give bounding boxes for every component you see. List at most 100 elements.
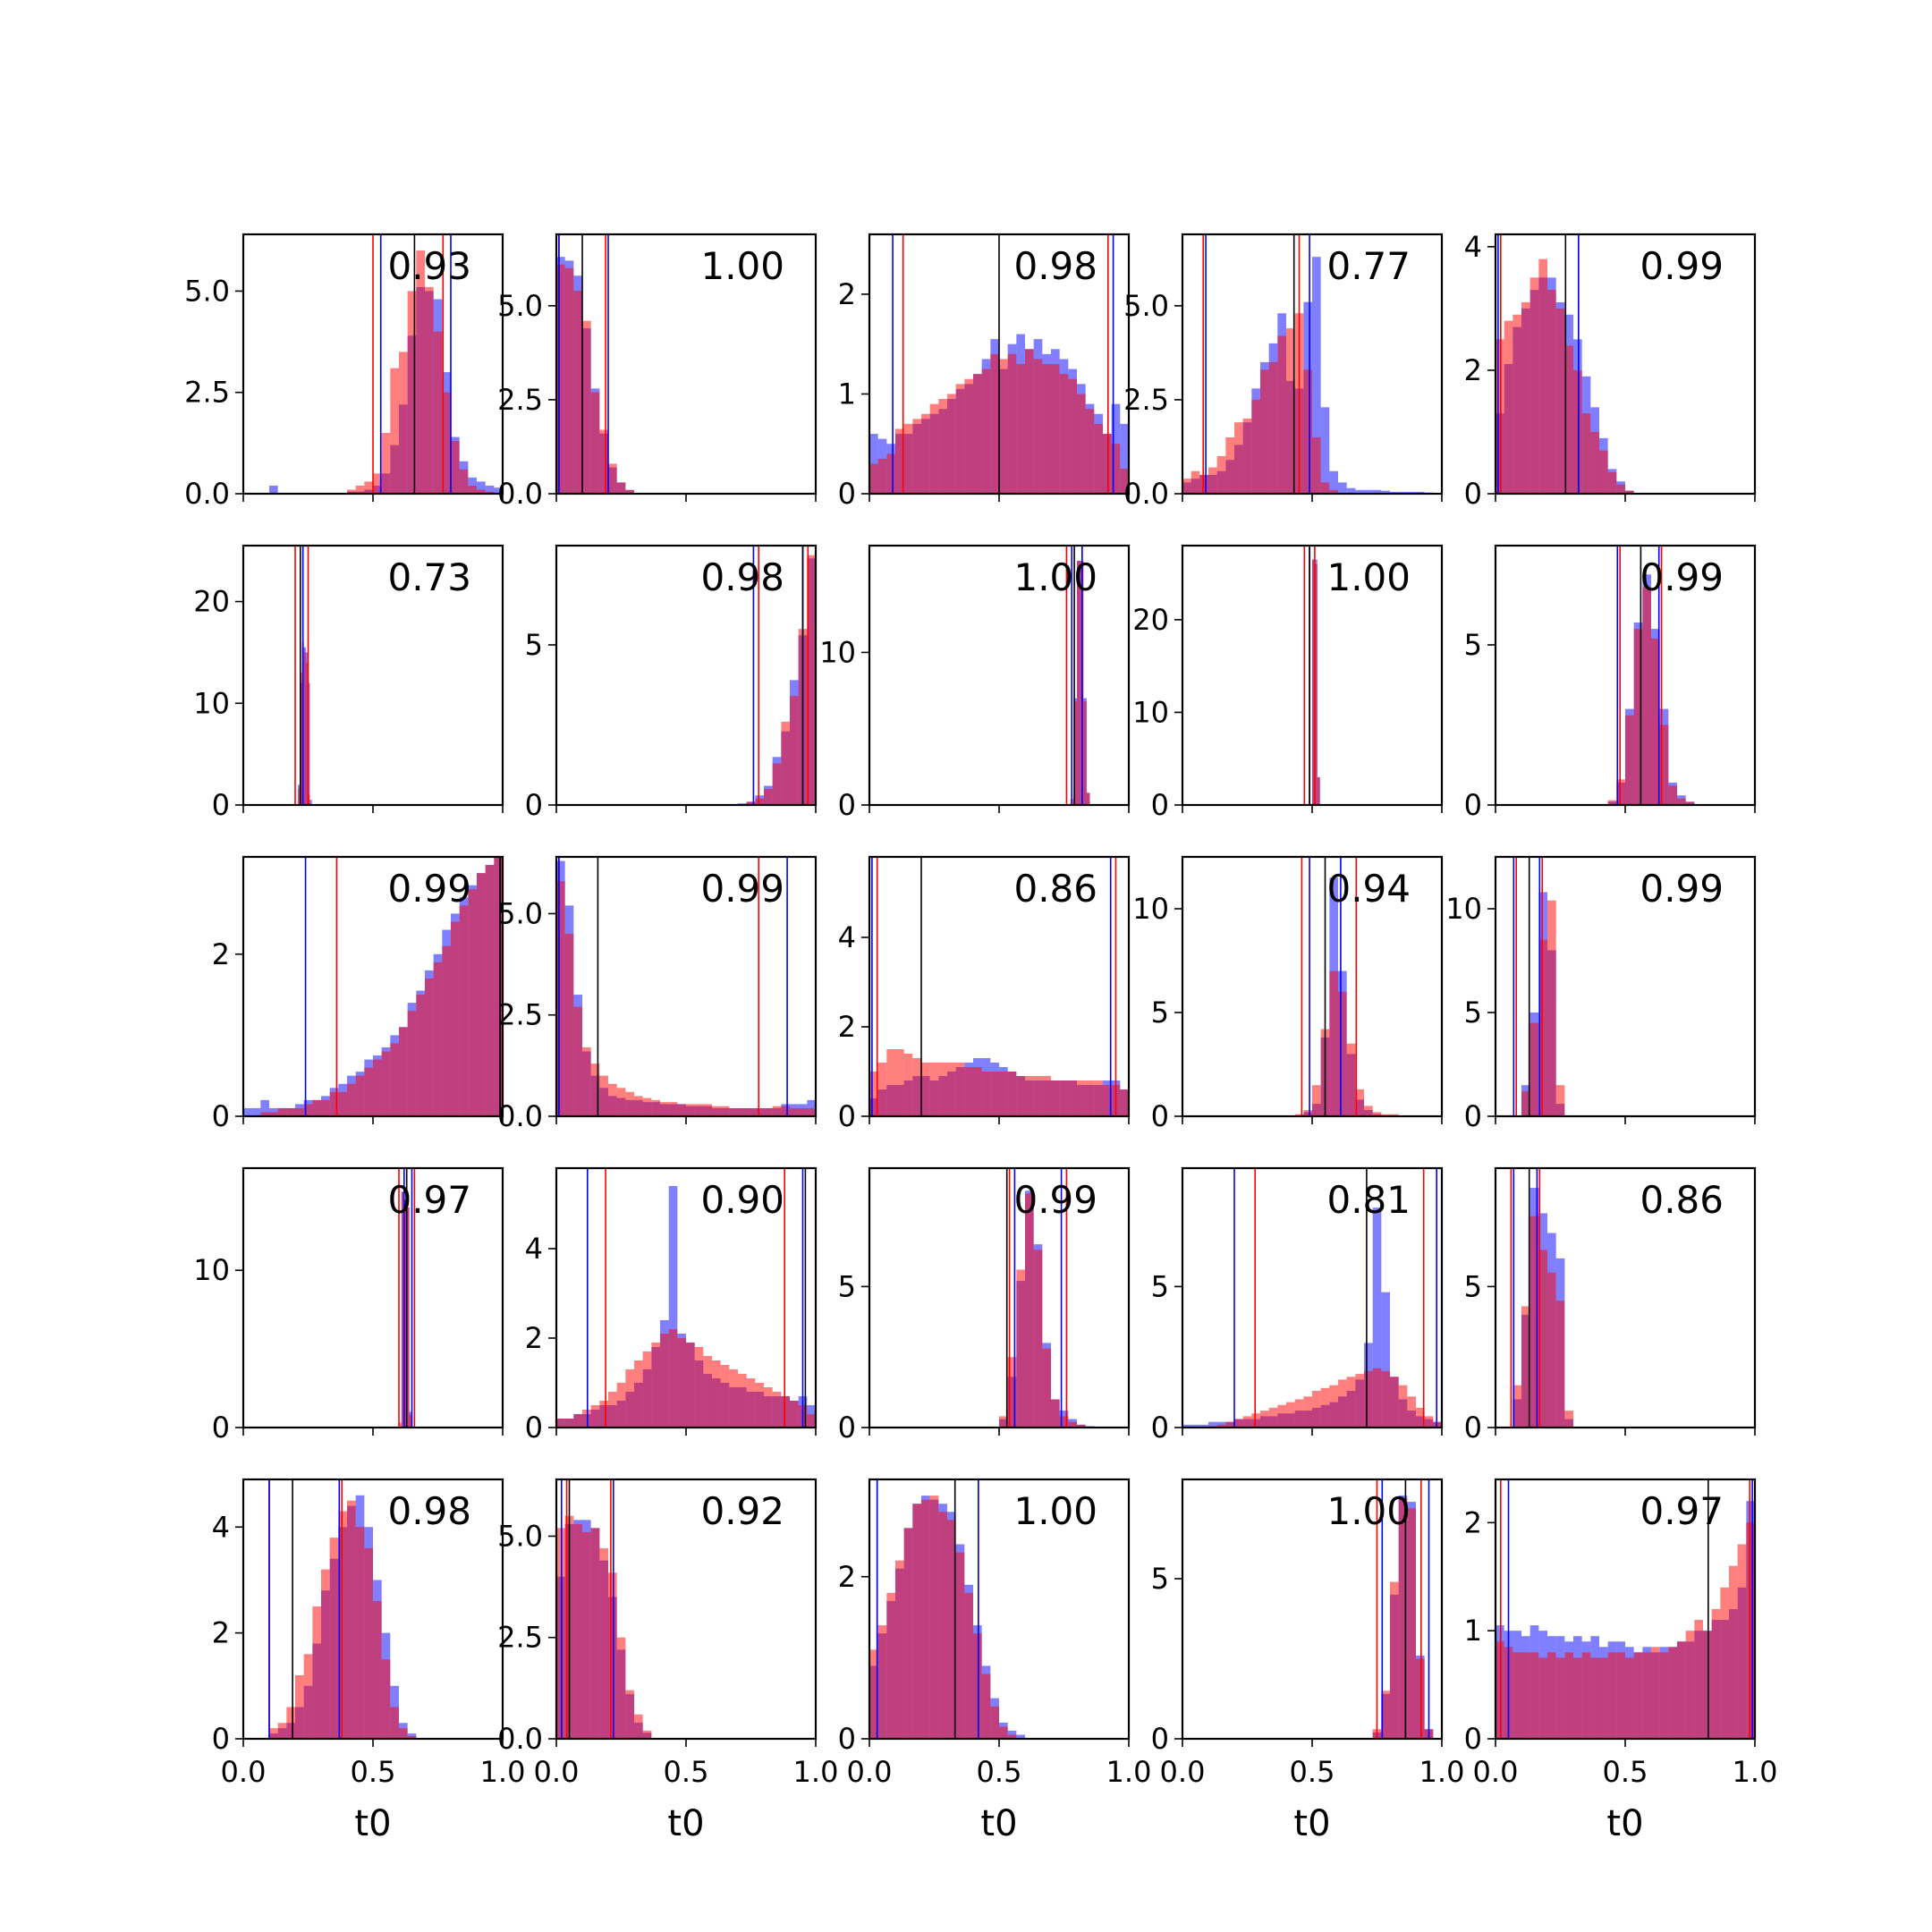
red-hist-bar (582, 1046, 591, 1116)
red-hist-bar (1364, 1370, 1373, 1428)
red-hist-bar (399, 1027, 408, 1116)
red-hist-bar (312, 1606, 321, 1739)
red-hist-bar (599, 1401, 608, 1428)
red-hist-bar (564, 267, 574, 494)
plot-area (294, 546, 312, 805)
red-hist-bar (1294, 1114, 1304, 1116)
red-hist-bar (1564, 1411, 1573, 1428)
blue-hist-bar (1199, 1424, 1208, 1428)
red-hist-bar (1286, 1402, 1295, 1428)
red-hist-bar (1521, 1091, 1530, 1116)
red-hist-bar (764, 1387, 773, 1428)
red-hist-bar (694, 1104, 704, 1116)
red-hist-bar (1668, 1647, 1677, 1739)
red-hist-bar (1268, 361, 1278, 494)
plot-area (1496, 234, 1634, 494)
red-hist-bar (999, 1416, 1008, 1428)
red-hist-bar (303, 1654, 313, 1739)
red-hist-bar (286, 1107, 295, 1116)
blue-hist-bar (1120, 423, 1129, 494)
red-hist-bar (573, 291, 582, 494)
red-hist-bar (1042, 1348, 1051, 1428)
ytick-label: 5.0 (497, 289, 543, 323)
red-hist-bar (990, 1072, 999, 1116)
red-hist-bar (1329, 970, 1338, 1116)
ytick-label: 2.5 (497, 383, 543, 417)
xtick-label: 0.0 (847, 1755, 893, 1789)
red-hist-bar (807, 1414, 816, 1428)
red-hist-bar (877, 1063, 887, 1116)
red-hist-bar (1381, 1690, 1390, 1739)
red-hist-bar (955, 1552, 965, 1739)
red-hist-bar (973, 1067, 982, 1116)
red-hist-bar (772, 1106, 782, 1116)
ytick-label: 20 (1132, 603, 1169, 637)
red-hist-bar (1260, 1411, 1269, 1428)
red-hist-bar (1390, 1581, 1399, 1739)
red-hist-bar (634, 1096, 643, 1116)
ytick-label: 0 (838, 477, 856, 511)
red-hist-bar (625, 1690, 634, 1739)
red-hist-bar (1555, 1085, 1565, 1116)
red-hist-bar (895, 428, 904, 494)
red-hist-bar (468, 485, 477, 494)
red-hist-bar (1268, 1407, 1278, 1428)
red-hist-bar (616, 482, 626, 494)
ytick-label: 2 (212, 937, 230, 971)
red-hist-bar (1547, 900, 1556, 1116)
red-hist-bar (1216, 455, 1226, 494)
red-hist-bar (1538, 939, 1547, 1116)
ytick-label: 2 (525, 1321, 543, 1355)
red-hist-bar (1234, 1419, 1243, 1428)
red-hist-bar (981, 1674, 991, 1739)
red-hist-bar (903, 423, 913, 494)
ytick-label: 2.5 (497, 1621, 543, 1655)
red-hist-bar (355, 485, 365, 494)
blue-hist-bar (1016, 1734, 1025, 1739)
red-hist-bar (1120, 1089, 1129, 1116)
red-hist-bar (1025, 349, 1034, 494)
red-hist-bar (720, 1365, 730, 1428)
red-hist-bar (1651, 1647, 1660, 1739)
blue-hist-bar (1372, 1208, 1382, 1428)
red-hist-bar (642, 1730, 652, 1739)
red-hist-bar (1051, 1080, 1060, 1116)
red-hist-bar (1085, 1080, 1095, 1116)
plot-area (268, 1479, 417, 1739)
red-hist-bar (938, 399, 947, 494)
ytick-label: 0 (212, 1099, 230, 1133)
red-hist-bar (1277, 1404, 1286, 1428)
red-hist-bar (895, 1049, 904, 1116)
red-hist-bar (738, 1107, 747, 1116)
red-hist-bar (1182, 479, 1191, 494)
red-hist-bar (582, 320, 591, 494)
xtick-label: 1.0 (480, 1755, 526, 1789)
ytick-label: 0 (212, 1722, 230, 1756)
red-hist-bar (1607, 471, 1617, 494)
ytick-label: 0.0 (497, 1722, 543, 1756)
red-hist-bar (686, 1104, 695, 1116)
red-hist-bar (381, 433, 391, 494)
panel-1-3: 0 1 2 0.98 (838, 233, 1131, 511)
red-hist-bar (556, 881, 565, 1116)
red-hist-bar (1694, 1620, 1703, 1739)
panel-1-4: 0.0 2.5 5.0 0.77 (1123, 233, 1444, 511)
x-axis-label: t0 (667, 1803, 704, 1844)
panel-1-5: 0 2 4 0.99 (1464, 230, 1757, 511)
xtick-label: 0.5 (664, 1755, 709, 1789)
red-hist-bar (981, 1072, 991, 1116)
red-hist-bar (355, 1527, 365, 1739)
red-hist-bar (260, 1112, 269, 1116)
panel-5-4: 0 5 0.0 0.5 1.0 t0 1.00 (1151, 1478, 1464, 1844)
score-label: 0.77 (1326, 244, 1411, 288)
ytick-label: 2 (1464, 1505, 1482, 1539)
red-hist-bar (1073, 701, 1077, 805)
red-hist-bar (1668, 785, 1677, 805)
red-hist-bar (1703, 1631, 1712, 1739)
x-axis-label: t0 (1606, 1803, 1643, 1844)
blue-hist-bar (309, 800, 312, 805)
red-hist-bar (1590, 431, 1599, 494)
red-hist-bar (608, 1572, 617, 1739)
red-hist-bar (1225, 1421, 1234, 1428)
